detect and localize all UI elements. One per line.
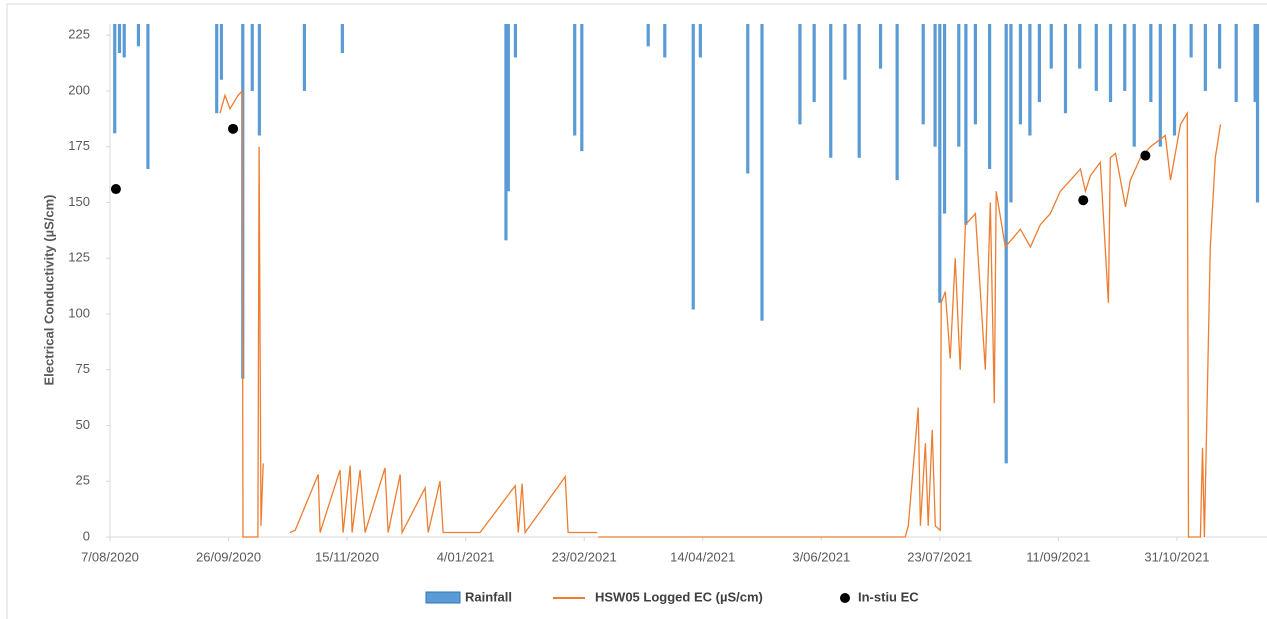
rainfall-bar (136, 24, 141, 47)
rainfall-bar (829, 24, 833, 158)
chart-frame (6, 3, 1267, 619)
in-situ-point (1078, 195, 1089, 206)
rainfall-bar (122, 24, 126, 58)
x-tick-label: 7/08/2020 (81, 549, 139, 564)
rainfall-bar (1009, 24, 1013, 203)
rainfall-bar (250, 24, 254, 91)
rainfall-bar (1037, 24, 1041, 103)
rainfall-bar (1108, 24, 1113, 103)
x-tick-label: 31/10/2021 (1144, 549, 1209, 564)
legend-label: Rainfall (465, 589, 512, 604)
rainfall-bar (973, 24, 977, 125)
rainfall-bar (798, 24, 802, 125)
y-tick-label: 100 (68, 305, 90, 320)
y-tick-label: 75 (76, 361, 90, 376)
y-tick-label: 50 (76, 417, 90, 432)
rainfall-bar (1234, 24, 1238, 103)
legend-swatch (840, 593, 850, 603)
rainfall-bar (843, 24, 847, 80)
x-tick-label: 14/04/2021 (670, 549, 735, 564)
rainfall-bar (988, 24, 992, 169)
rainfall-bar (580, 24, 584, 152)
rainfall-bar (1018, 24, 1023, 125)
legend-swatch (425, 591, 461, 604)
rainfall-bar (957, 24, 961, 147)
rainfall-bar (113, 24, 117, 134)
rainfall-bar (117, 24, 122, 53)
legend: Rainfall HSW05 Logged EC (µS/cm) In-stiu E… (425, 589, 919, 604)
rainfall-bar (746, 24, 750, 174)
rainfall-bar (302, 24, 307, 91)
rainfall-bar (1189, 24, 1193, 58)
rainfall-bar (219, 24, 224, 80)
rainfall-bar (964, 24, 968, 225)
rainfall-bar (698, 24, 702, 58)
x-tick-label: 26/09/2020 (196, 549, 261, 564)
rainfall-bar (1172, 24, 1177, 136)
x-tick-label: 23/07/2021 (907, 549, 972, 564)
rainfall-bar (878, 24, 883, 69)
y-tick-label: 125 (68, 250, 90, 265)
rainfall-bar (857, 24, 861, 158)
y-tick-label: 150 (68, 194, 90, 209)
legend-label: In-stiu EC (858, 589, 919, 604)
rainfall-bar (513, 24, 518, 58)
y-tick-label: 25 (76, 473, 90, 488)
x-tick-label: 3/06/2021 (792, 549, 850, 564)
x-tick-label: 23/02/2021 (552, 549, 617, 564)
rainfall-bar (1123, 24, 1127, 91)
x-tick-label: 4/01/2021 (437, 549, 495, 564)
x-tick-label: 11/09/2021 (1026, 549, 1090, 564)
rainfall-bar (663, 24, 667, 58)
rainfall-bar (646, 24, 650, 47)
rainfall-bar (1028, 24, 1032, 136)
rainfall-bar (933, 24, 937, 147)
rainfall-bar (921, 24, 925, 125)
y-axis-label: Electrical Conductivity (µS/cm) (41, 195, 56, 386)
x-tick-label: 15/11/2020 (315, 549, 379, 564)
rainfall-bar (942, 24, 947, 214)
rainfall-bar (1217, 24, 1222, 69)
rainfall-bar (1253, 24, 1257, 103)
rainfall-bar (1094, 24, 1098, 91)
rainfall-bar (1049, 24, 1053, 69)
rainfall-bar (1255, 24, 1260, 203)
rainfall-bar (257, 24, 261, 136)
y-tick-label: 200 (68, 82, 90, 97)
rainfall-bar (760, 24, 764, 321)
rainfall-bar (1132, 24, 1136, 147)
rainfall-bar (1063, 24, 1068, 114)
y-tick-label: 225 (68, 27, 90, 42)
y-tick-label: 0 (83, 528, 90, 543)
legend-label: HSW05 Logged EC (µS/cm) (595, 589, 763, 604)
rainfall-bar (895, 24, 899, 181)
rainfall-bar (573, 24, 577, 136)
rainfall-bar (146, 24, 150, 169)
y-tick-label: 175 (68, 138, 90, 153)
rainfall-bar (938, 24, 942, 303)
rainfall-bar (506, 24, 510, 192)
rainfall-bar (691, 24, 695, 310)
rainfall-bar (340, 24, 344, 53)
rainfall-bar (812, 24, 816, 103)
rainfall-bar (1149, 24, 1153, 103)
in-situ-point (110, 184, 121, 195)
rainfall-bar (215, 24, 219, 114)
rainfall-bar (504, 24, 508, 241)
rainfall-bar (1158, 24, 1162, 147)
rainfall-bar (1004, 24, 1008, 464)
ec-line (219, 89, 1222, 538)
in-situ-point (1140, 150, 1151, 161)
rainfall-bar (1203, 24, 1207, 91)
in-situ-point (228, 123, 239, 134)
rainfall-bar (1078, 24, 1082, 69)
